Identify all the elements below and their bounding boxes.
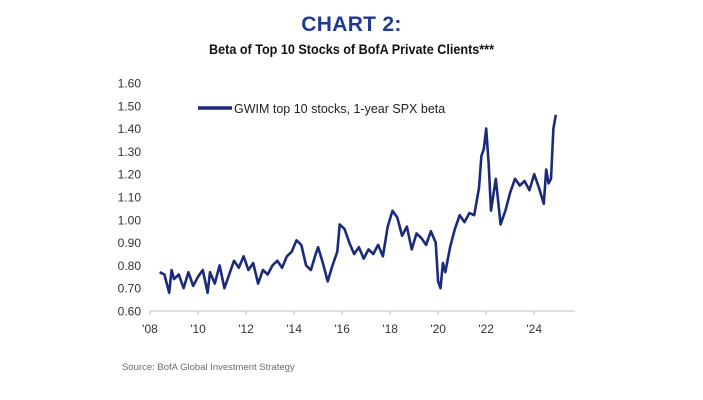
x-tick-label: '10	[190, 322, 206, 336]
y-tick-label: 1.10	[118, 191, 142, 205]
x-tick-label: '12	[238, 322, 254, 336]
y-tick-label: 1.50	[118, 99, 142, 113]
chart-subtitle: Beta of Top 10 Stocks of BofA Private Cl…	[209, 41, 494, 57]
series-line	[159, 114, 558, 295]
x-tick-label: '24	[526, 322, 542, 336]
y-tick-label: 1.20	[118, 168, 142, 182]
y-tick-label: 1.30	[118, 145, 142, 159]
source-note: Source: BofA Global Investment Strategy	[122, 362, 295, 373]
x-tick-label: '08	[142, 322, 158, 336]
y-tick-label: 0.60	[118, 305, 142, 319]
y-axis-ticks: 0.60 0.70 0.80 0.90 1.00 1.10 1.20 1.30 1.40 1.50…	[118, 77, 142, 319]
y-tick-label: 1.00	[118, 213, 142, 227]
y-tick-label: 0.80	[118, 259, 142, 273]
y-tick-label: 1.40	[118, 122, 142, 136]
x-tick-label: '22	[478, 322, 494, 336]
x-tick-label: '14	[286, 322, 302, 336]
x-tick-label: '20	[430, 322, 446, 336]
y-tick-label: 0.70	[118, 282, 142, 296]
y-tick-label: 1.60	[118, 77, 142, 91]
x-tick-label: '18	[382, 322, 398, 336]
legend-label: GWIM top 10 stocks, 1-year SPX beta	[234, 102, 445, 116]
x-axis-ticks: '08 '10 '12 '14 '16 '18 '20 '22 '24	[142, 311, 542, 336]
y-tick-label: 0.90	[118, 236, 142, 250]
legend: GWIM top 10 stocks, 1-year SPX beta	[198, 102, 445, 116]
chart-heading: CHART 2:	[301, 13, 402, 36]
x-tick-label: '16	[334, 322, 350, 336]
